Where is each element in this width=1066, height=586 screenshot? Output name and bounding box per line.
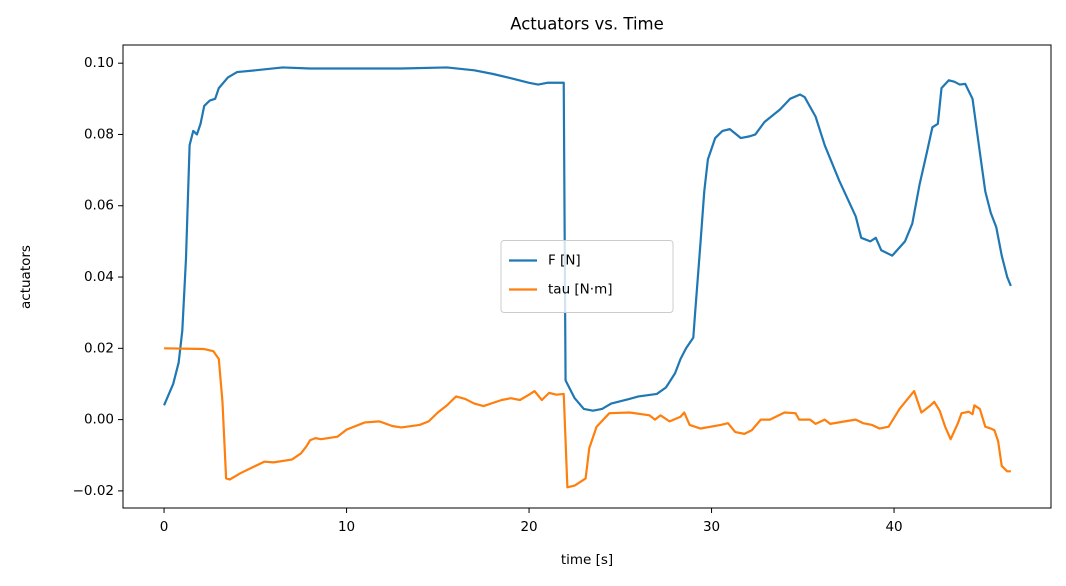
y-tick-label: 0.06 <box>84 198 114 214</box>
series-line <box>164 347 1011 489</box>
y-tick-label: 0.00 <box>84 412 114 428</box>
legend-label: tau [N·m] <box>548 282 613 298</box>
y-tick-label: −0.02 <box>73 483 114 499</box>
y-tick-label: 0.10 <box>84 55 114 71</box>
plot-frame <box>122 44 1052 509</box>
x-tick-label: 40 <box>885 519 902 535</box>
y-tick-label: 0.08 <box>84 126 114 142</box>
legend-label: F [N] <box>548 253 581 269</box>
x-tick-label: 0 <box>160 519 169 535</box>
series-line <box>163 66 1012 412</box>
x-tick-label: 20 <box>520 519 537 535</box>
x-tick-label: 10 <box>338 519 355 535</box>
legend-box <box>500 240 674 313</box>
x-axis-label: time [s] <box>561 552 613 568</box>
chart-title: Actuators vs. Time <box>510 15 664 34</box>
legend: F [N] tau [N·m] <box>500 240 674 313</box>
x-tick-label: 30 <box>703 519 720 535</box>
y-axis-label: actuators <box>18 245 34 309</box>
y-tick-label: 0.02 <box>84 340 114 356</box>
y-tick-label: 0.04 <box>84 269 114 285</box>
